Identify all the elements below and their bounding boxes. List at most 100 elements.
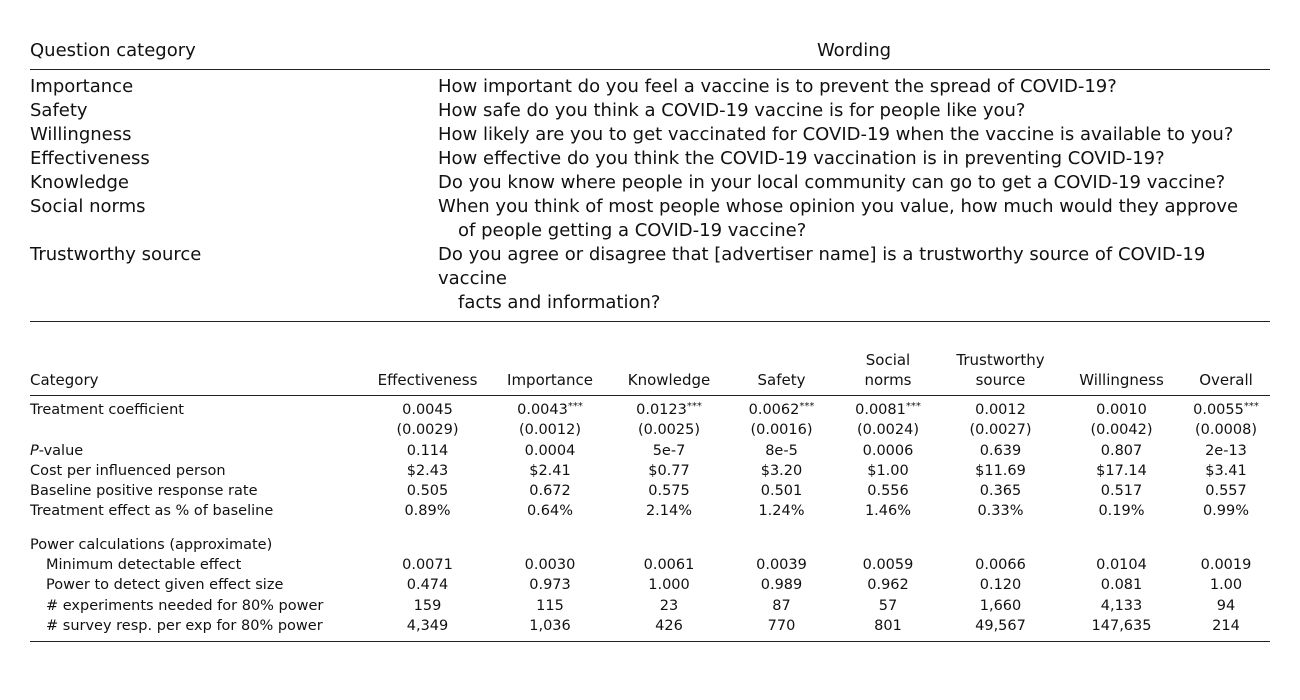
table-cell: 1,036	[489, 615, 611, 643]
header-line: norms	[864, 371, 912, 389]
table-row: Safety How safe do you think a COVID-19 …	[30, 99, 1270, 123]
significance-stars: ***	[567, 401, 583, 412]
cell-value: 770	[767, 617, 796, 634]
table-cell: 426	[611, 615, 727, 643]
row-label-text: -value	[38, 442, 84, 459]
header-line: Overall	[1199, 371, 1253, 389]
table-cell: 0.0059	[836, 555, 940, 575]
row-label: Treatment effect as % of baseline	[30, 503, 274, 520]
table-cell: 0.114	[366, 441, 489, 461]
row-label: Baseline positive response rate	[30, 483, 258, 500]
header-line: source	[975, 371, 1026, 389]
header-line: Effectiveness	[377, 371, 478, 389]
table-row: # survey resp. per exp for 80% power 4,34…	[30, 615, 1270, 643]
cell-value: 1.24%	[758, 503, 805, 520]
cell-value: 426	[655, 617, 683, 634]
table-cell: 0.0081***	[836, 396, 940, 421]
table-cell: 0.0104	[1061, 555, 1182, 575]
cell-value: 49,567	[975, 617, 1026, 634]
table-cell: $0.77	[611, 461, 727, 481]
table-cell: 1,660	[940, 596, 1061, 616]
table-cell: 115	[489, 596, 611, 616]
cell-value: 1.46%	[864, 503, 912, 520]
table-cell: $2.43	[366, 461, 489, 481]
table-cell: 0.64%	[489, 501, 611, 521]
results-body: Treatment coefficient 0.0045 0.0043*** 0.01…	[30, 396, 1270, 643]
cell-value: 0.0030	[524, 557, 576, 574]
table-row: Effectiveness How effective do you think…	[30, 147, 1270, 171]
table-cell: (0.0029)	[366, 420, 489, 440]
row-label: Cost per influenced person	[30, 462, 226, 479]
cell-value: (0.0008)	[1194, 422, 1258, 439]
table-cell: 1.00	[1182, 575, 1270, 595]
cell-value: 0.0019	[1200, 557, 1252, 574]
table-cell: 57	[836, 596, 940, 616]
cell-value: $3.41	[1205, 462, 1247, 479]
cell-value: $0.77	[648, 462, 690, 479]
cell-value: 0.0043	[517, 402, 568, 418]
cell-value: 0.0123	[636, 402, 687, 418]
cell-value: 0.0104	[1096, 557, 1147, 574]
significance-stars: ***	[905, 401, 921, 412]
header-wording: Wording	[438, 36, 1270, 70]
cell-value: (0.0016)	[750, 422, 813, 439]
row-label: Treatment coefficient	[30, 402, 184, 418]
question-wording: How important do you feel a vaccine is t…	[438, 70, 1270, 100]
table-cell: 0.672	[489, 481, 611, 501]
cell-value: 0.0055	[1193, 402, 1244, 418]
cell-value: 0.0081	[855, 402, 906, 418]
results-header-row: Category Effectiveness Importance Knowledg…	[30, 350, 1270, 396]
table-cell: 0.0071	[366, 555, 489, 575]
cell-value: 2e-13	[1205, 442, 1247, 459]
table-cell: 147,635	[1061, 615, 1182, 643]
table-cell: $11.69	[940, 461, 1061, 481]
table-cell: 0.0066	[940, 555, 1061, 575]
table-cell: 49,567	[940, 615, 1061, 643]
row-label: Power to detect given effect size	[46, 577, 284, 594]
table-cell: 0.33%	[940, 501, 1061, 521]
wording-line: Do you agree or disagree that [advertise…	[438, 244, 1206, 289]
header-question-category: Question category	[30, 36, 438, 70]
table-cell: 4,133	[1061, 596, 1182, 616]
cell-value: 0.575	[648, 483, 690, 500]
significance-stars: ***	[799, 401, 815, 412]
table-row: Minimum detectable effect 0.0071 0.0030 0.0…	[30, 555, 1270, 575]
question-category: Effectiveness	[30, 148, 150, 169]
cell-value: 0.639	[979, 442, 1022, 459]
cell-value: 0.99%	[1202, 503, 1250, 520]
table-cell: 0.0006	[836, 441, 940, 461]
question-wording: Do you agree or disagree that [advertise…	[438, 243, 1270, 322]
header-category: Category	[30, 350, 366, 396]
question-wording: Do you know where people in your local c…	[438, 171, 1270, 195]
cell-value: 0.64%	[526, 503, 574, 520]
table-row: # experiments needed for 80% power 159 115…	[30, 596, 1270, 616]
cell-value: 159	[413, 597, 442, 614]
cell-value: $17.14	[1096, 462, 1147, 479]
header-column: Overall	[1182, 350, 1270, 396]
table-cell: (0.0012)	[489, 420, 611, 440]
header-line: Importance	[507, 371, 593, 389]
cell-value: 0.33%	[977, 503, 1024, 520]
table-cell: 0.0055***	[1182, 396, 1270, 421]
table-cell: 5e-7	[611, 441, 727, 461]
wording-line: When you think of most people whose opin…	[438, 196, 1239, 217]
table-cell: 2.14%	[611, 501, 727, 521]
wording-line: Do you know where people in your local c…	[438, 172, 1226, 193]
cell-value: 1.000	[648, 577, 690, 594]
table-cell: 94	[1182, 596, 1270, 616]
cell-value: 0.0006	[862, 442, 914, 459]
table-cell: $3.41	[1182, 461, 1270, 481]
question-category: Safety	[30, 100, 88, 121]
table-cell: 0.081	[1061, 575, 1182, 595]
table-row: Power to detect given effect size 0.474 0.…	[30, 575, 1270, 595]
question-wording: How effective do you think the COVID-19 …	[438, 147, 1270, 171]
table-cell: 0.120	[940, 575, 1061, 595]
cell-value: (0.0027)	[969, 422, 1032, 439]
cell-value: 1,660	[979, 597, 1022, 614]
table-cell: $3.20	[727, 461, 836, 481]
wording-line-continued: facts and information?	[458, 292, 661, 313]
row-label: Minimum detectable effect	[46, 557, 242, 574]
wording-line: How effective do you think the COVID-19 …	[438, 148, 1165, 169]
table-cell: 0.19%	[1061, 501, 1182, 521]
table-cell: 4,349	[366, 615, 489, 643]
